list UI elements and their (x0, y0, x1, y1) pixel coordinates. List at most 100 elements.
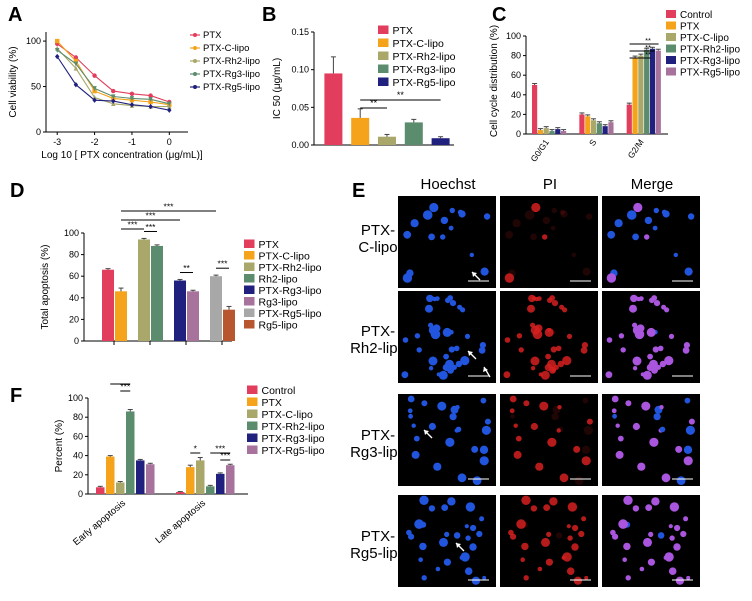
a-data-point (129, 102, 135, 108)
cell (649, 297, 655, 304)
cell (683, 516, 689, 522)
cell (482, 575, 487, 580)
cell (453, 345, 460, 352)
cell (566, 524, 571, 529)
cell (546, 531, 552, 537)
cell (443, 558, 451, 566)
f-bar (126, 411, 135, 494)
cell (429, 296, 435, 301)
cell (524, 210, 535, 220)
d-legend-swatch (244, 320, 255, 329)
f-legend-swatch (247, 445, 258, 454)
micrograph-canvas (406, 495, 489, 585)
cell (523, 575, 529, 581)
d-bar (223, 309, 235, 341)
micrograph-canvas (610, 495, 693, 585)
f-y-tick-label: 60 (73, 431, 83, 441)
d-y-label: Total apoptosis (%) (40, 244, 51, 329)
cell (618, 333, 625, 339)
cell (617, 435, 624, 442)
cell (428, 505, 436, 512)
cell (464, 333, 471, 339)
c-legend-label: PTX-C-lipo (680, 33, 729, 44)
cell (542, 216, 551, 225)
cell (523, 400, 530, 407)
cell (469, 543, 477, 551)
cell (653, 413, 661, 421)
row-label-rg5-lipo: PTX- Rg5-lipo (348, 528, 408, 562)
cell (578, 530, 585, 538)
cell (661, 473, 671, 483)
cell (559, 473, 569, 483)
cell (687, 213, 695, 220)
cell (540, 370, 550, 380)
f-sig-label: *** (120, 382, 131, 392)
cell (669, 502, 680, 512)
cell (551, 413, 559, 421)
cell (439, 537, 448, 547)
d-legend-label: Rg5-lipo (259, 320, 298, 332)
micrograph-pi-row-4 (500, 495, 598, 587)
c-bar (655, 50, 661, 135)
cell (480, 267, 489, 276)
a-legend-marker (193, 72, 197, 76)
micrograph-pi-row-1 (500, 196, 598, 288)
micrograph-canvas (611, 395, 695, 485)
cell (664, 307, 670, 313)
cell (402, 273, 413, 283)
cell (453, 532, 461, 539)
cell (434, 296, 440, 301)
b-bar (431, 138, 450, 145)
cell (581, 445, 591, 454)
cell (422, 210, 433, 220)
cell (469, 252, 474, 258)
cell (668, 524, 673, 529)
c-bar (561, 131, 567, 134)
a-legend-marker (193, 33, 197, 37)
cell (521, 495, 531, 505)
a-data-point (148, 103, 153, 110)
a-y-tick-label: 50 (31, 82, 41, 92)
f-y-tick-label: 20 (73, 470, 83, 480)
c-x-tick-label: G2/M (626, 137, 646, 160)
c-legend-swatch (666, 10, 676, 18)
cell (685, 425, 695, 435)
a-x-tick-label: 0 (167, 137, 172, 147)
c-y-tick-label: 0 (516, 129, 521, 139)
column-header-hoechst: Hoechst (420, 176, 476, 193)
c-legend-swatch (666, 21, 676, 30)
d-y-tick-label: 100 (64, 228, 79, 238)
cell (557, 360, 565, 368)
cell (544, 327, 554, 337)
cell (476, 530, 483, 538)
cell (633, 202, 643, 213)
cell (644, 234, 650, 240)
a-data-point (148, 93, 153, 98)
micrograph-canvas (407, 395, 491, 485)
c-legend-swatch (666, 44, 676, 53)
cell (550, 225, 556, 231)
cell (542, 234, 548, 240)
cell (573, 445, 581, 453)
d-sig-label: *** (218, 259, 229, 269)
cell (402, 337, 409, 343)
cell (649, 437, 659, 447)
f-sig-label: *** (115, 380, 126, 385)
c-bar (549, 131, 555, 134)
panel-label-b: B (262, 4, 277, 26)
cell (659, 405, 664, 410)
cell (549, 497, 558, 506)
cell (653, 300, 661, 307)
d-legend-swatch (244, 251, 255, 260)
cell (411, 450, 420, 459)
c-bar (626, 104, 632, 134)
cell (455, 405, 460, 410)
cell (653, 367, 658, 373)
cell (688, 418, 695, 425)
cell (683, 456, 693, 466)
cell (537, 566, 543, 572)
row-label-rg3-lipo: PTX- Rg3-lipo (348, 427, 408, 461)
cell (421, 575, 427, 581)
a-data-point (55, 47, 60, 53)
cell (622, 557, 627, 562)
